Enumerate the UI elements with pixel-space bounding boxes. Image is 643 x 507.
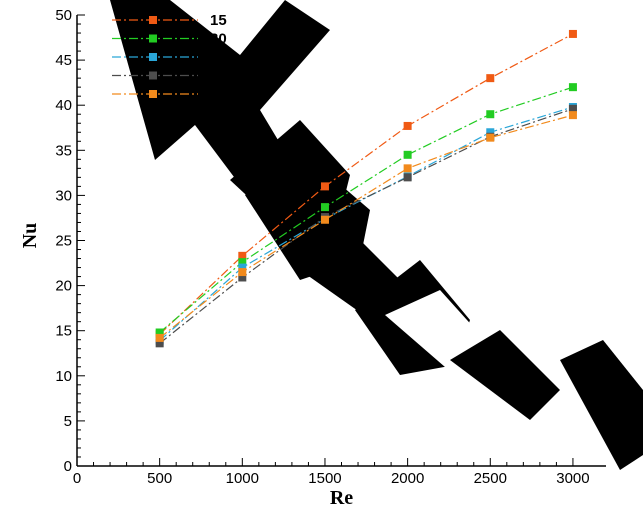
data-point (569, 30, 577, 38)
legend-label: 15 (210, 12, 227, 29)
y-axis-title: Nu (19, 223, 41, 249)
x-tick-label: 500 (147, 470, 172, 487)
x-tick-label: 1000 (226, 470, 259, 487)
y-tick-label: 35 (55, 142, 72, 159)
legend-marker (149, 16, 157, 24)
legend-label: 75 (210, 86, 227, 103)
x-axis-title: Re (330, 487, 353, 507)
y-tick-label: 50 (55, 7, 72, 24)
proof-watermark (110, 0, 643, 470)
y-tick-label: 5 (64, 413, 72, 430)
legend-label: 60 (210, 68, 227, 85)
legend-label: 45 (210, 49, 227, 66)
data-point (321, 216, 329, 224)
data-point (486, 110, 494, 118)
legend-marker (149, 35, 157, 43)
data-point (404, 151, 412, 159)
data-point (321, 203, 329, 211)
data-point (238, 268, 246, 276)
data-point (404, 164, 412, 172)
y-tick-label: 20 (55, 278, 72, 295)
data-point (404, 122, 412, 130)
x-tick-label: 2000 (391, 470, 424, 487)
data-point (404, 173, 412, 181)
y-tick-label: 0 (64, 458, 72, 475)
data-point (569, 83, 577, 91)
data-point (486, 134, 494, 142)
legend-marker (149, 90, 157, 98)
data-point (321, 182, 329, 190)
x-tick-label: 3000 (556, 470, 589, 487)
x-tick-label: 0 (73, 470, 81, 487)
y-tick-label: 15 (55, 323, 72, 340)
legend-label: 30 (210, 31, 227, 48)
x-tick-label: 1500 (308, 470, 341, 487)
y-tick-label: 30 (55, 187, 72, 204)
data-point (156, 334, 164, 342)
data-point (569, 111, 577, 119)
legend-marker (149, 53, 157, 61)
data-point (486, 74, 494, 82)
y-tick-label: 10 (55, 368, 72, 385)
legend-marker (149, 72, 157, 80)
x-tick-label: 2500 (474, 470, 507, 487)
y-tick-label: 25 (55, 233, 72, 250)
y-tick-label: 45 (55, 52, 72, 69)
y-tick-label: 40 (55, 97, 72, 114)
